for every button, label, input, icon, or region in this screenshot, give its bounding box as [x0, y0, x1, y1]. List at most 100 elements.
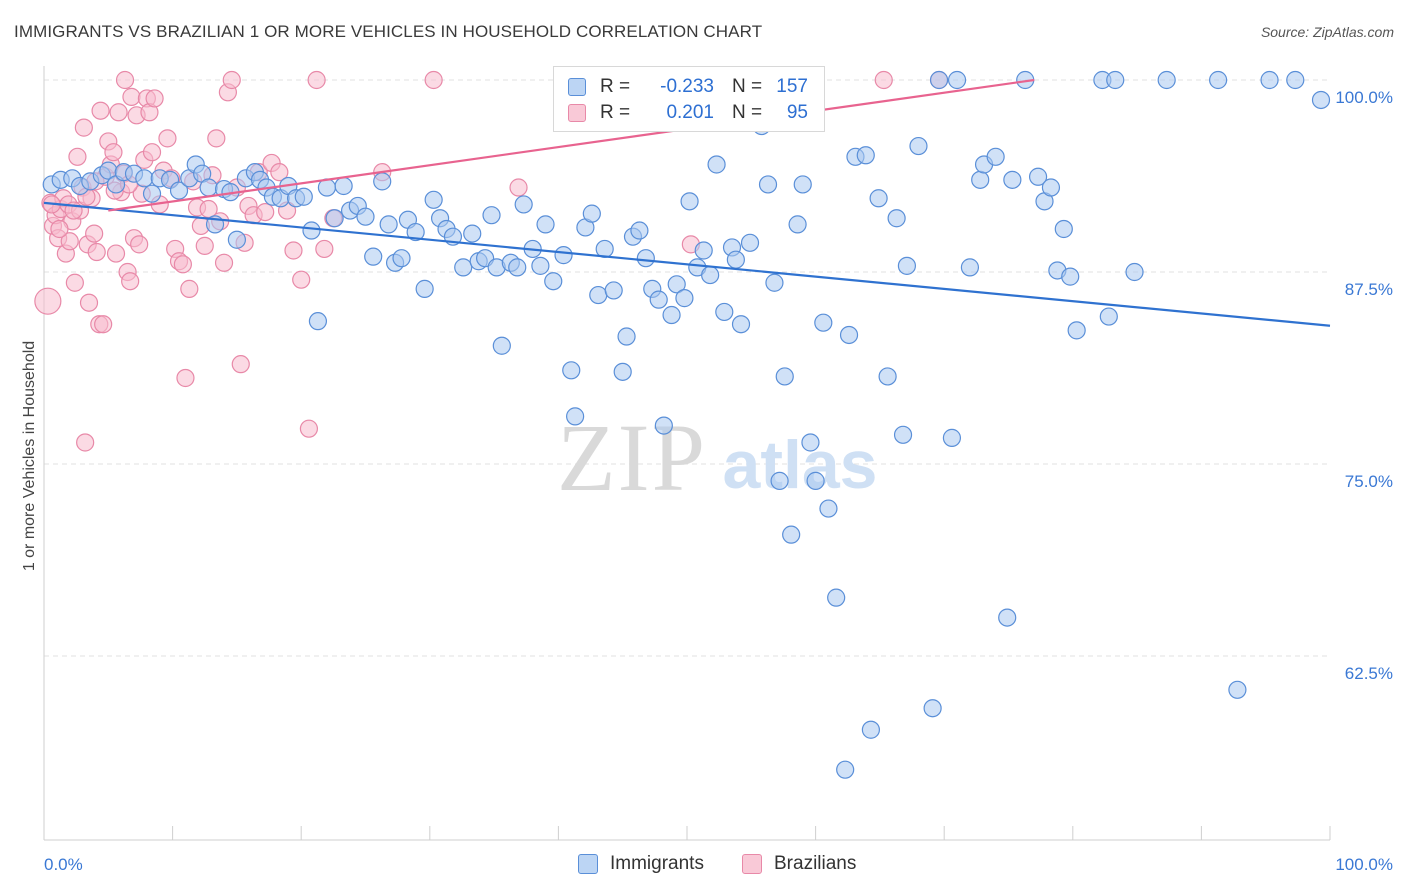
- legend-r-value: -0.233: [660, 76, 714, 97]
- brazilian-point-61: [207, 129, 226, 148]
- immigrant-point-141: [1157, 70, 1176, 90]
- bottom-legend-label-immigrants: Immigrants: [610, 853, 704, 874]
- brazilian-point-84: [509, 178, 528, 197]
- immigrant-point-66: [554, 246, 573, 265]
- bottom-legend-swatch-brazilians: [742, 854, 762, 874]
- brazilian-point-36: [122, 87, 141, 106]
- brazilian-point-54: [180, 279, 199, 298]
- brazilian-point-35: [121, 272, 140, 291]
- immigrant-point-103: [801, 433, 820, 452]
- legend-row-brazilians: R = 0.201 N = 95: [568, 101, 808, 125]
- immigrant-point-122: [947, 70, 967, 90]
- brazilian-point-11: [65, 273, 84, 292]
- brazilian-point-52: [173, 255, 192, 274]
- legend-swatch-brazilians: [568, 104, 586, 122]
- immigrant-point-68: [566, 407, 585, 426]
- legend-n-value: 95: [786, 102, 808, 123]
- immigrant-point-40: [364, 247, 383, 266]
- immigrant-point-99: [775, 367, 794, 386]
- immigrant-point-71: [589, 285, 608, 305]
- immigrant-point-123: [960, 258, 980, 277]
- watermark-atlas: atlas: [723, 427, 878, 503]
- watermark: ZIP atlas: [557, 404, 878, 511]
- immigrant-point-85: [680, 192, 699, 211]
- brazilian-point-30: [109, 103, 128, 122]
- trend-lines: [43, 78, 1331, 327]
- brazilian-point-20: [85, 224, 104, 243]
- brazilian-point-21: [87, 242, 106, 262]
- brazilian-point-72: [256, 202, 275, 222]
- brazilian-point-67: [231, 355, 250, 374]
- brazilian-point-74: [270, 163, 289, 182]
- immigrant-point-47: [415, 279, 434, 298]
- immigrant-point-64: [536, 215, 555, 234]
- immigrant-point-14: [169, 181, 189, 200]
- immigrant-point-82: [662, 305, 681, 325]
- brazilian-point-79: [307, 70, 326, 90]
- immigrant-point-46: [406, 222, 425, 242]
- immigrant-point-101: [788, 215, 807, 234]
- immigrant-point-56: [482, 206, 501, 225]
- brazilian-point-63: [214, 253, 234, 272]
- immigrant-point-88: [701, 265, 720, 285]
- brazilian-point-80: [315, 239, 334, 259]
- immigrant-point-22: [227, 230, 246, 249]
- immigrant-point-120: [929, 70, 949, 90]
- brazilian-point-76: [284, 241, 303, 260]
- x-tick-label-min: 0.0%: [44, 855, 83, 874]
- legend-n-value: 157: [776, 76, 808, 97]
- immigrant-point-73: [604, 281, 623, 300]
- immigrant-point-98: [770, 471, 789, 490]
- brazilian-point-16: [76, 433, 95, 452]
- immigrant-point-63: [531, 256, 550, 275]
- immigrant-point-96: [758, 175, 778, 194]
- immigrant-point-100: [782, 525, 801, 544]
- brazilian-point-77: [292, 270, 311, 289]
- immigrant-point-145: [1286, 70, 1305, 90]
- brazilian-point-83: [424, 70, 443, 90]
- immigrant-point-136: [1067, 321, 1086, 340]
- immigrant-point-58: [492, 336, 511, 355]
- immigrant-point-139: [1106, 70, 1125, 90]
- immigrant-point-138: [1099, 307, 1118, 326]
- immigrant-point-42: [379, 215, 398, 234]
- bottom-legend-label-brazilians: Brazilians: [774, 853, 857, 874]
- immigrant-point-11: [142, 184, 162, 203]
- immigrant-point-44: [392, 249, 411, 268]
- immigrant-point-130: [1028, 167, 1048, 186]
- immigrant-point-36: [334, 176, 353, 196]
- immigrant-point-116: [893, 425, 913, 444]
- brazilian-point-9: [60, 232, 79, 251]
- immigrant-point-111: [856, 146, 875, 165]
- axes: [43, 66, 1331, 841]
- immigrant-point-127: [998, 608, 1017, 627]
- legend-swatch-immigrants: [568, 78, 586, 96]
- immigrant-point-102: [793, 175, 812, 194]
- bottom-legend-brazilians: Brazilians: [742, 852, 856, 876]
- brazilian-point-48: [158, 129, 177, 148]
- immigrant-point-74: [613, 362, 632, 381]
- immigrant-point-128: [1003, 170, 1022, 189]
- brazilian-point-89: [50, 219, 69, 239]
- immigrant-point-67: [562, 361, 581, 380]
- immigrant-point-144: [1260, 70, 1279, 90]
- immigrant-point-83: [667, 275, 686, 294]
- legend-r-value: 0.201: [666, 102, 714, 123]
- immigrant-point-94: [740, 233, 760, 252]
- immigrant-point-140: [1125, 262, 1144, 282]
- trend-line-immigrants: [43, 201, 1331, 327]
- immigrant-point-97: [765, 273, 784, 292]
- immigrant-point-108: [836, 760, 855, 779]
- immigrant-point-109: [839, 325, 859, 345]
- brazilian-point-45: [145, 89, 164, 108]
- brazilian-point-29: [106, 244, 126, 263]
- y-tick-label-1: 87.5%: [1345, 280, 1393, 299]
- legend-n-label: N =: [732, 76, 763, 97]
- brazilian-point-33: [115, 70, 135, 90]
- brazilian-point-65: [222, 70, 241, 90]
- immigrant-point-93: [731, 315, 751, 334]
- immigrant-point-89: [707, 155, 726, 174]
- immigrant-point-35: [325, 209, 344, 228]
- immigrant-point-78: [636, 249, 655, 268]
